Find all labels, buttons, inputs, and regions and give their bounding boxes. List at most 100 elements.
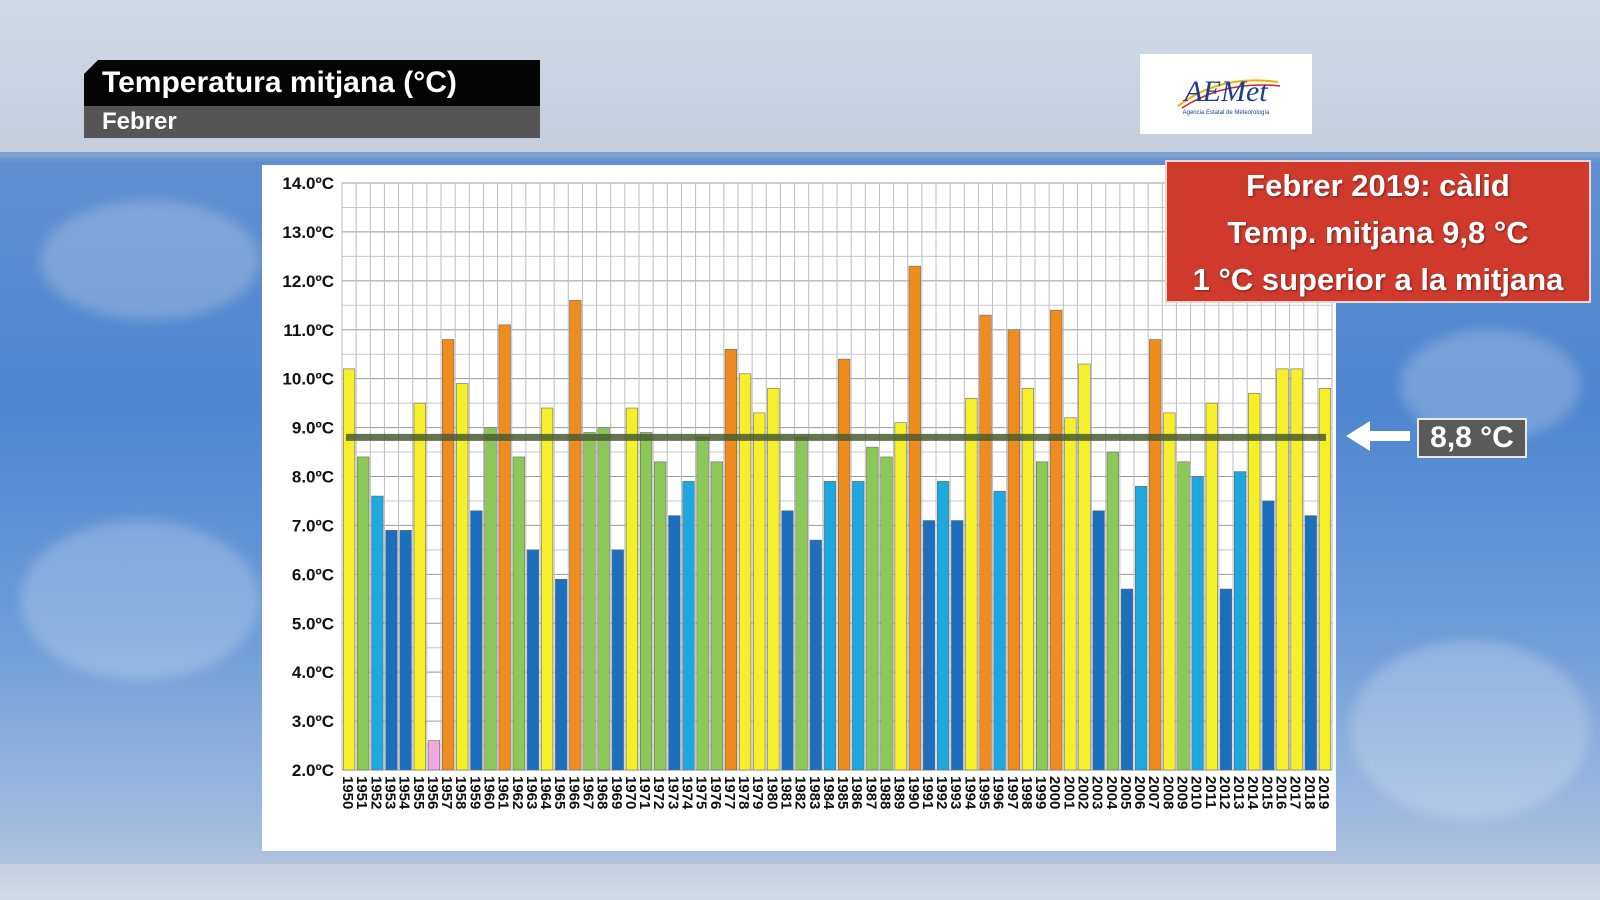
bar-1989 — [894, 422, 907, 771]
bar-2002 — [1078, 363, 1091, 771]
bar-1956 — [427, 740, 441, 771]
x-tick-label: 2013 — [1230, 776, 1247, 809]
x-tick-label: 1958 — [452, 776, 469, 809]
bar-2009 — [1177, 461, 1190, 771]
x-tick-label: 1963 — [523, 776, 540, 809]
bar-2006 — [1134, 485, 1148, 771]
x-tick-label: 1969 — [608, 776, 625, 809]
bar-1991 — [922, 520, 936, 771]
bar-2013 — [1233, 471, 1247, 771]
y-tick-label: 12.0ºC — [282, 272, 334, 291]
x-tick-label: 1993 — [947, 776, 964, 809]
bar-2011 — [1205, 402, 1218, 771]
x-tick-label: 2007 — [1145, 776, 1162, 809]
bar-1971 — [639, 432, 653, 771]
bar-2003 — [1092, 510, 1105, 771]
bar-1974 — [682, 481, 695, 771]
x-tick-label: 1981 — [778, 776, 795, 809]
x-tick-label: 1997 — [1004, 776, 1021, 809]
x-tick-label: 2004 — [1103, 776, 1120, 810]
bar-1975 — [696, 437, 709, 771]
x-tick-label: 2014 — [1244, 776, 1261, 810]
bar-2018 — [1304, 515, 1317, 771]
bar-1985 — [837, 358, 851, 771]
x-tick-label: 1977 — [721, 776, 738, 809]
x-tick-label: 1959 — [466, 776, 483, 809]
bar-1978 — [738, 373, 752, 771]
x-tick-label: 1998 — [1018, 776, 1035, 809]
bar-1984 — [823, 481, 837, 771]
x-tick-label: 1978 — [735, 776, 752, 809]
aemet-logo: AEMet Agencia Estatal de Meteorología — [1140, 54, 1312, 134]
bar-1999 — [1035, 461, 1049, 771]
chart-panel: 14.0ºC 13.0ºC 12.0ºC 11.0ºC 10.0ºC 9.0ºC 8.0ºC… — [262, 165, 1336, 851]
bar-1980 — [767, 388, 780, 771]
x-tick-label: 1960 — [481, 776, 498, 809]
bar-1976 — [710, 461, 723, 771]
x-tick-label: 1971 — [636, 776, 653, 809]
x-tick-label: 2016 — [1273, 776, 1290, 809]
bar-1965 — [555, 578, 568, 771]
bar-2008 — [1163, 412, 1176, 771]
y-tick-label: 7.0ºC — [292, 516, 334, 535]
bar-1962 — [512, 456, 525, 771]
aemet-logo-graphic: AEMet Agencia Estatal de Meteorología — [1177, 75, 1281, 116]
x-tick-label: 1996 — [990, 776, 1007, 809]
x-tick-label: 1987 — [862, 776, 879, 809]
bar-1957 — [441, 339, 455, 771]
x-tick-label: 2019 — [1315, 776, 1332, 809]
bar-1953 — [385, 530, 398, 771]
bar-1969 — [611, 549, 624, 771]
y-tick-label: 11.0ºC — [283, 321, 334, 340]
bar-2017 — [1290, 368, 1303, 771]
y-tick-label: 13.0ºC — [282, 223, 334, 242]
bar-2012 — [1219, 588, 1233, 771]
x-tick-label: 1995 — [976, 776, 993, 809]
bar-1994 — [965, 397, 978, 771]
y-tick-label: 2.0ºC — [292, 761, 334, 780]
bar-1950 — [342, 368, 356, 771]
page-title: Temperatura mitjana (°C) — [84, 60, 540, 106]
x-tick-label: 1967 — [580, 776, 597, 809]
bar-1951 — [357, 456, 370, 771]
cloud-decoration — [40, 200, 260, 320]
bar-1979 — [753, 412, 766, 771]
x-tick-label: 1953 — [382, 776, 399, 809]
x-tick-label: 2001 — [1060, 776, 1077, 809]
bar-1996 — [993, 490, 1006, 771]
svg-text:AEMet: AEMet — [1182, 75, 1268, 108]
x-tick-label: 1992 — [933, 776, 950, 809]
bar-1970 — [625, 407, 639, 771]
bar-1977 — [724, 349, 738, 771]
bar-1995 — [979, 314, 992, 771]
x-tick-label: 2010 — [1188, 776, 1205, 809]
bar-1987 — [866, 446, 879, 771]
info-box: Febrer 2019: càlid Temp. mitjana 9,8 °C … — [1165, 160, 1591, 303]
y-tick-label: 8.0ºC — [292, 468, 334, 487]
bar-1988 — [880, 456, 893, 771]
info-line-3: 1 °C superior a la mitjana — [1192, 262, 1564, 297]
arrow-left-icon — [1346, 421, 1410, 451]
x-tick-label: 1970 — [622, 776, 639, 809]
x-tick-label: 1988 — [877, 776, 894, 809]
bar-1990 — [908, 265, 921, 771]
x-tick-label: 2011 — [1202, 776, 1219, 809]
y-tick-label: 9.0ºC — [292, 419, 334, 438]
bar-2014 — [1248, 393, 1261, 771]
bar-2010 — [1191, 476, 1204, 771]
bar-2016 — [1276, 368, 1289, 771]
cloud-decoration — [20, 520, 260, 680]
x-tick-label: 1974 — [679, 776, 696, 810]
bar-1964 — [540, 407, 554, 771]
x-tick-label: 1965 — [551, 776, 568, 809]
bar-2004 — [1106, 451, 1119, 771]
x-tick-label: 2006 — [1131, 776, 1148, 809]
x-tick-label: 2002 — [1075, 776, 1092, 809]
x-tick-label: 2008 — [1159, 776, 1176, 809]
bar-1997 — [1007, 329, 1020, 771]
x-tick-label: 1956 — [424, 776, 441, 809]
x-tick-label: 1976 — [707, 776, 724, 809]
x-tick-label: 1999 — [1032, 776, 1049, 809]
bar-2005 — [1120, 588, 1134, 771]
bar-2000 — [1050, 309, 1063, 771]
